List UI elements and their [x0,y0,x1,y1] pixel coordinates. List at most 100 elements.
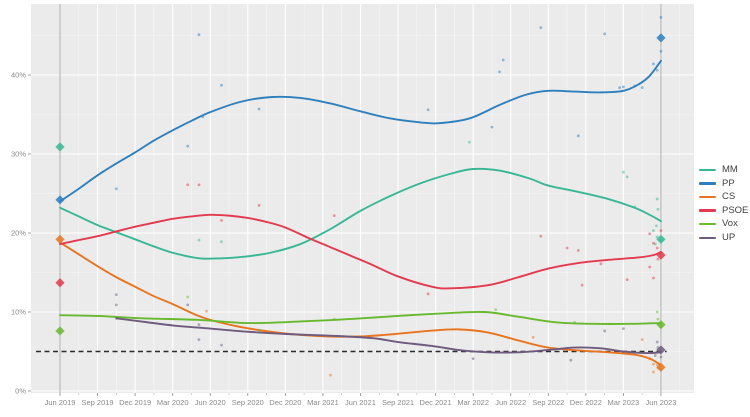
poll-point-psoe [652,241,655,245]
poll-point-cs [640,338,644,342]
poll-point-pp [576,134,580,138]
poll-point-vox [186,295,190,299]
poll-point-psoe [197,183,201,187]
poll-point-psoe [539,234,543,238]
election-result-diamond-cs [55,234,65,244]
poll-point-mm [656,207,660,211]
poll-point-pp [490,125,494,129]
election-result-diamond-pp [656,33,666,43]
x-axis-label: Sep 2020 [232,398,264,407]
poll-point-up [114,293,118,297]
poll-point-pp [603,32,607,36]
poll-point-mm [468,140,471,144]
legend-item-up[interactable]: UP [699,231,748,245]
poll-point-psoe [332,214,336,218]
poll-point-up [471,357,475,361]
poll-point-up [220,343,223,347]
poll-point-mm [655,197,659,201]
poll-point-psoe [576,248,580,252]
y-axis-label: 10% [11,308,26,317]
legend-label-cs: CS [722,191,736,203]
legend-color-swatch-vox [699,222,716,226]
trend-line-vox [59,310,662,325]
poll-point-up [197,323,201,327]
poll-point-psoe [655,246,659,250]
poll-point-up [653,354,657,357]
legend-item-mm[interactable]: MM [699,163,748,177]
y-axis-label: 40% [11,71,26,80]
poll-point-psoe [648,232,652,236]
legend-label-psoe: PSOE [722,204,749,216]
x-axis-label: Jun 2019 [45,398,76,407]
poll-point-pp [640,86,644,90]
poll-point-pp [622,85,625,89]
poll-point-up [197,338,201,342]
poll-point-psoe [257,203,261,207]
poll-point-vox [494,308,498,312]
poll-point-up [603,329,607,333]
legend: MM PP CS PSOE Vox UP [699,163,748,245]
legend-color-swatch-psoe [699,209,716,212]
legend-color-swatch-cs [699,195,716,199]
poll-point-up [659,355,663,359]
y-axis-label: 20% [11,229,26,238]
poll-point-pp [114,187,118,191]
election-result-diamond-cs [656,362,666,372]
election-result-diamond-vox [55,326,65,336]
election-result-diamond-pp [55,195,65,205]
election-result-diamond-psoe [55,278,65,288]
poll-point-cs [652,370,655,374]
x-axis-label: Dec 2020 [269,398,301,407]
series-up [114,293,666,362]
poll-point-up [655,340,659,344]
legend-item-psoe[interactable]: PSOE [699,204,748,218]
legend-color-swatch-up [699,236,716,239]
trend-line-pp [59,59,662,203]
poll-point-cs [329,373,332,377]
poll-point-vox [257,328,261,332]
legend-label-mm: MM [722,164,738,176]
poll-point-psoe [656,257,660,261]
poll-point-psoe [186,183,190,187]
poll-point-pp [655,68,659,72]
x-axis-label: Dec 2022 [570,398,602,407]
legend-item-cs[interactable]: CS [699,190,748,204]
poll-point-pp [498,70,501,74]
poll-point-mm [652,229,655,233]
election-result-diamond-up [656,345,666,355]
poll-point-psoe [599,262,603,266]
x-axis-label: Sep 2022 [532,398,564,407]
legend-label-pp: PP [722,177,735,189]
legend-item-vox[interactable]: Vox [699,217,748,231]
poll-point-cs [205,309,208,313]
x-axis-label: Sep 2019 [81,398,113,407]
poll-point-psoe [426,292,430,296]
poll-point-pp [659,49,663,53]
poll-point-up [622,327,625,330]
trend-line-psoe [59,213,662,290]
poll-point-psoe [565,246,569,250]
election-result-diamond-psoe [656,250,666,260]
poll-point-psoe [648,265,652,269]
legend-label-vox: Vox [722,218,738,230]
poll-point-mm [622,170,625,174]
series-vox [55,295,666,336]
poll-point-pp [652,62,655,66]
election-result-diamond-mm [55,142,65,152]
poll-point-pp [426,108,430,112]
poll-point-cs [655,363,659,367]
legend-item-pp[interactable]: PP [699,177,748,191]
poll-point-pp [618,86,622,90]
poll-point-mm [220,240,223,244]
x-axis-label: Mar 2020 [157,398,189,407]
poll-point-pp [257,107,261,111]
x-axis-label: Mar 2023 [608,398,640,407]
poll-point-mm [197,238,201,242]
poll-point-mm [655,235,659,239]
poll-point-psoe [652,276,655,280]
poll-point-vox [655,310,659,314]
poll-point-pp [220,83,223,87]
x-axis-label: Jun 2023 [646,398,677,407]
